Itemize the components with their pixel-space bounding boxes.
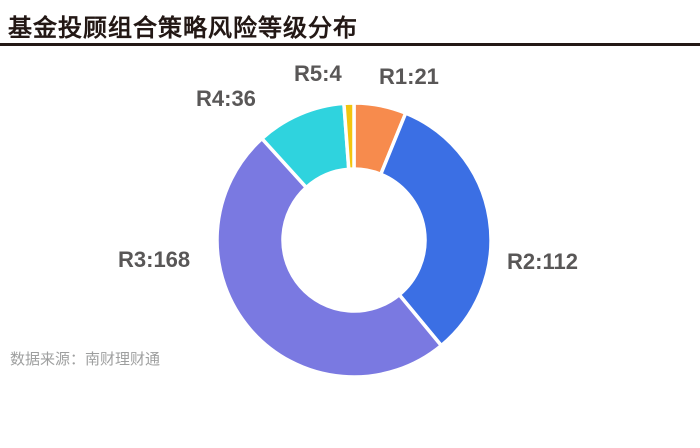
pie-slice-r3 <box>215 136 444 379</box>
slice-label-r2: R2:112 <box>507 249 578 274</box>
pie-slice-r5 <box>342 101 356 172</box>
page-title: 基金投顾组合策略风险等级分布 <box>8 15 358 42</box>
source-note: 数据来源：南财理财通 <box>10 351 161 368</box>
slice-label-r3: R3:168 <box>118 247 191 272</box>
slice-label-r5: R5:4 <box>294 61 342 86</box>
slice-label-r4: R4:36 <box>196 86 256 111</box>
title-divider <box>0 43 700 46</box>
pie-slice-r2 <box>378 110 493 349</box>
slice-label-r1: R1:21 <box>379 64 439 89</box>
